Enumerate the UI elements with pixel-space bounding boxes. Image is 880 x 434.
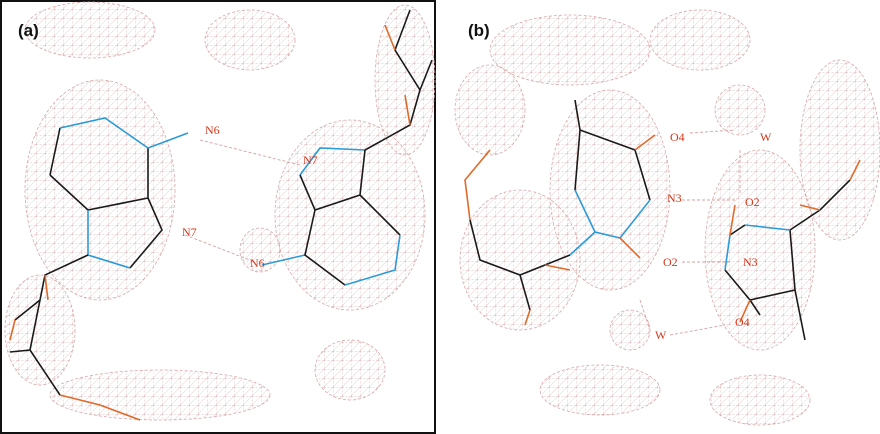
figure: (a) N6 N7 N7 N6 xyxy=(0,0,880,434)
atom-label: O4 xyxy=(735,315,750,329)
atom-label: O2 xyxy=(663,255,678,269)
atom-label: N6 xyxy=(205,123,220,137)
atom-label: N3 xyxy=(743,255,758,269)
atom-label: O4 xyxy=(670,130,685,144)
atom-label: O2 xyxy=(745,195,760,209)
atom-label: N3 xyxy=(667,191,682,205)
atom-label: W xyxy=(655,328,667,342)
atom-label: N6 xyxy=(250,256,265,270)
atom-label: W xyxy=(760,130,772,144)
atom-label: N7 xyxy=(182,225,197,239)
panel-label: (a) xyxy=(18,21,39,40)
panel-label: (b) xyxy=(468,21,490,40)
atom-label: N7 xyxy=(303,153,318,167)
